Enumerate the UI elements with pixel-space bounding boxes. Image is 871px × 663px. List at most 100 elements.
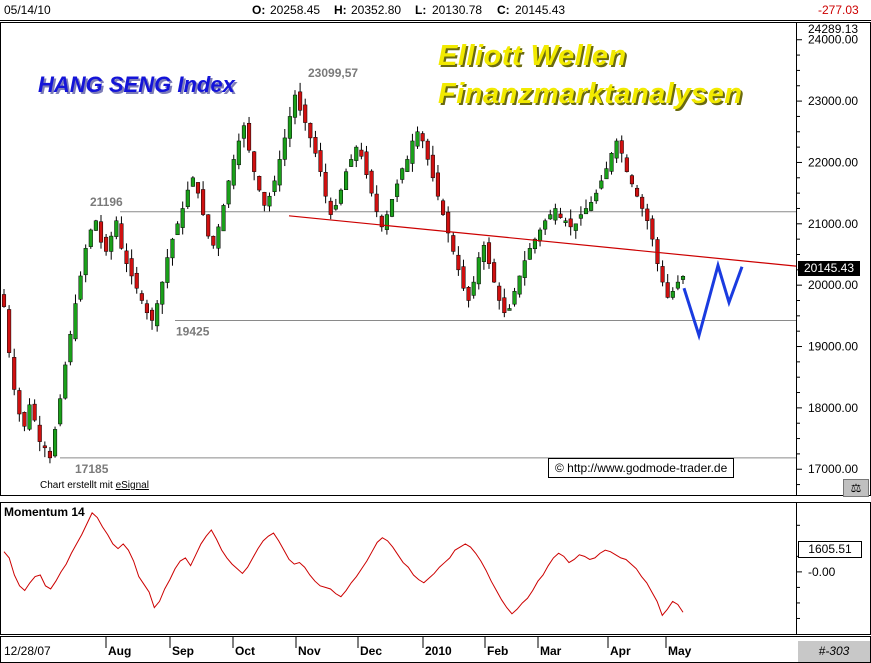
- candle-body: [53, 429, 58, 457]
- momentum-value-box: 1605.51: [798, 541, 862, 558]
- bar-offset-box[interactable]: #-303: [798, 641, 870, 662]
- candle-body: [129, 258, 134, 277]
- candle-body: [502, 297, 507, 314]
- candle-body: [27, 404, 32, 430]
- candle-body: [573, 223, 578, 231]
- candle-body: [206, 214, 211, 237]
- price-tick-label: 24000.00: [808, 33, 858, 47]
- start-date: 12/28/07: [4, 644, 51, 658]
- candle-body: [328, 200, 333, 215]
- candle-body: [400, 168, 405, 180]
- candle-body: [195, 182, 201, 194]
- time-tick-label: May: [668, 644, 692, 658]
- low-label: L:: [415, 3, 427, 17]
- chart-made-with: Chart erstellt mit eSignal: [40, 480, 149, 491]
- quote-date: 05/14/10: [4, 3, 51, 17]
- candle-body: [144, 303, 149, 314]
- candle-body: [405, 159, 410, 172]
- candle-body: [471, 281, 476, 296]
- candle-body: [303, 104, 308, 123]
- low-value: 20130.78: [432, 3, 483, 17]
- candle-body: [298, 91, 303, 111]
- last-price-box: 20145.43: [798, 261, 860, 276]
- candle-body: [548, 214, 553, 220]
- candle-body: [512, 291, 517, 305]
- candle-body: [486, 242, 492, 264]
- candle-body: [456, 254, 461, 271]
- candle-body: [435, 172, 440, 197]
- price-annotation: 21196: [90, 195, 123, 209]
- candle-body: [461, 266, 466, 289]
- candle-body: [98, 221, 104, 243]
- high-value: 20352.80: [351, 3, 402, 17]
- price-annotation: 19425: [176, 324, 210, 338]
- source-credit[interactable]: © http://www.godmode-trader.de: [548, 458, 735, 478]
- open-value: 20258.45: [270, 3, 321, 17]
- momentum-title: Momentum 14: [4, 505, 85, 519]
- candle-body: [308, 122, 313, 139]
- candle-body: [282, 137, 287, 160]
- time-tick-label: 2010: [425, 644, 452, 658]
- momentum-axis-frame: [796, 502, 871, 635]
- candle-body: [216, 226, 221, 249]
- candle-body: [497, 285, 502, 301]
- trendline: [288, 215, 797, 267]
- open-label: O:: [252, 3, 266, 17]
- candle-body: [522, 260, 527, 278]
- price-tick-label: 19000.00: [808, 340, 858, 354]
- candle-body: [83, 248, 88, 276]
- price-annotation: 23099,57: [308, 66, 358, 80]
- candle-body: [68, 333, 73, 363]
- candle-body: [221, 205, 226, 232]
- candlestick-series: [1, 82, 686, 464]
- time-tick-label: Aug: [108, 644, 131, 658]
- candle-body: [344, 171, 349, 191]
- candle-body: [364, 151, 369, 175]
- candle-body: [231, 159, 236, 186]
- candle-body: [180, 208, 185, 228]
- time-axis-frame: [0, 636, 871, 663]
- candle-body: [262, 191, 267, 206]
- candle-body: [389, 199, 395, 217]
- candle-body: [37, 424, 42, 442]
- price-axis-top-label: 24289.13: [808, 22, 858, 36]
- candle-body: [430, 154, 435, 179]
- scale-icon[interactable]: ⚖: [843, 479, 869, 497]
- esignal-link[interactable]: eSignal: [115, 480, 149, 491]
- candle-body: [670, 291, 675, 298]
- candle-body: [538, 229, 543, 242]
- candle-body: [170, 238, 175, 259]
- candle-body: [553, 208, 558, 221]
- candle-body: [476, 257, 481, 285]
- candle-body: [415, 131, 420, 147]
- price-axis-frame: [796, 22, 871, 496]
- candle-body: [155, 303, 160, 327]
- candle-body: [583, 208, 589, 215]
- candle-body: [558, 213, 563, 218]
- elliott-title-line1: Elliott Wellen: [438, 40, 627, 72]
- candle-body: [247, 122, 252, 151]
- change-value: -277.03: [818, 3, 859, 17]
- candle-body: [410, 140, 415, 164]
- candle-body: [568, 218, 573, 228]
- candle-body: [629, 175, 634, 185]
- candle-body: [619, 140, 624, 154]
- candle-body: [22, 412, 27, 427]
- candle-body: [88, 229, 93, 247]
- candle-body: [635, 187, 640, 197]
- candle-body: [58, 398, 63, 425]
- candle-body: [185, 189, 190, 207]
- candle-body: [589, 202, 594, 211]
- price-tick-label: 17000.00: [808, 462, 858, 476]
- time-tick-label: Apr: [610, 644, 631, 658]
- candle-body: [7, 309, 12, 353]
- candle-body: [650, 218, 655, 240]
- candle-body: [109, 235, 114, 252]
- candle-body: [292, 94, 298, 118]
- candle-body: [139, 293, 144, 301]
- candle-body: [624, 157, 629, 172]
- candle-body: [323, 172, 328, 197]
- candle-body: [420, 133, 425, 142]
- candle-body: [527, 248, 532, 260]
